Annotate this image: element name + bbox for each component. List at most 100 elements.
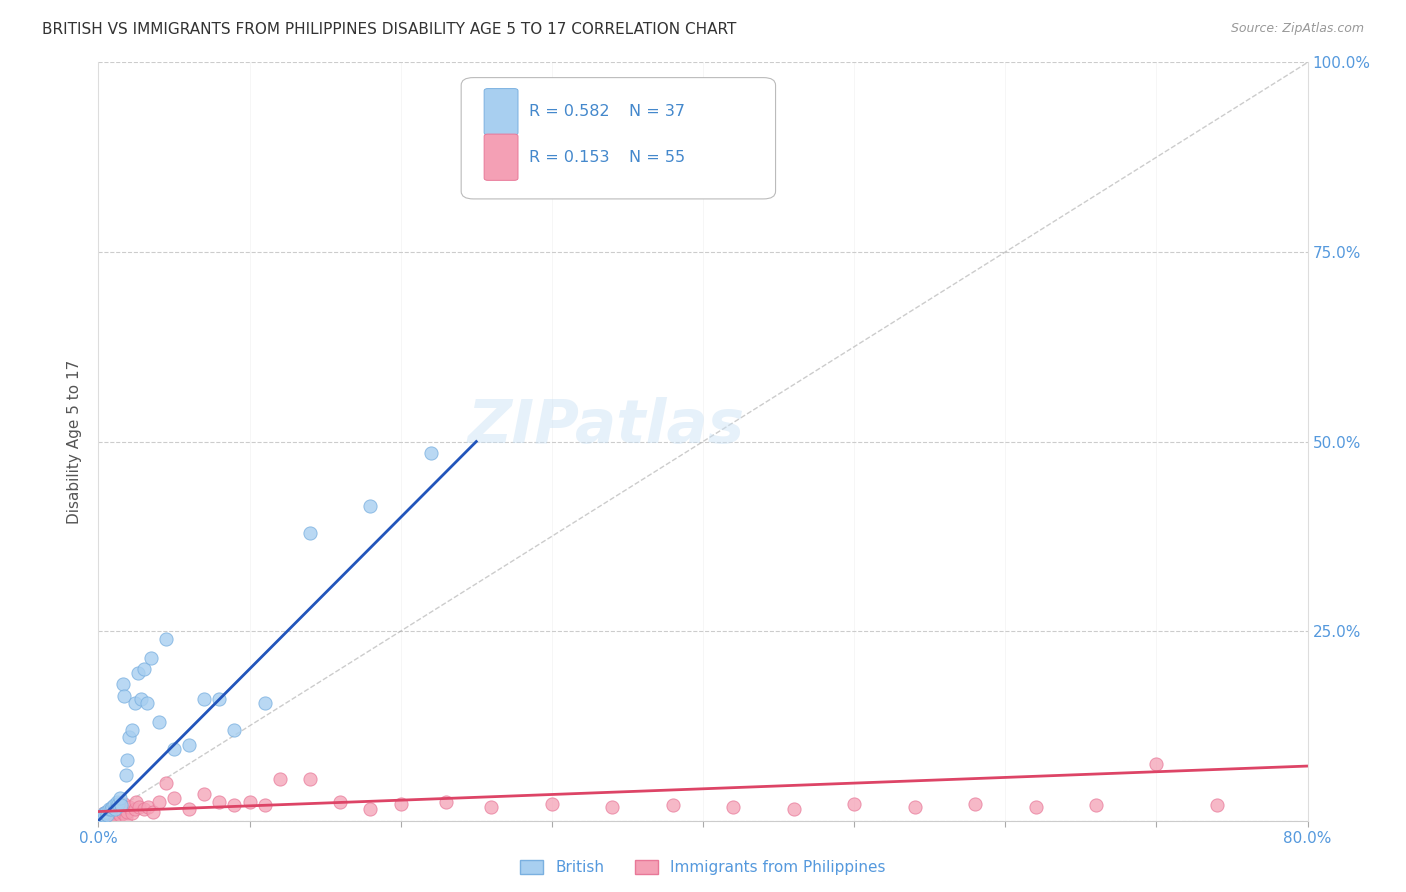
Point bbox=[661, 798, 683, 813]
Point bbox=[179, 802, 201, 816]
Point bbox=[904, 800, 927, 814]
Point bbox=[127, 665, 149, 680]
Point bbox=[103, 798, 125, 813]
Point bbox=[193, 787, 215, 801]
Point bbox=[360, 802, 382, 816]
Point bbox=[118, 730, 141, 744]
Point bbox=[111, 806, 134, 821]
Point bbox=[148, 715, 170, 730]
Point bbox=[155, 632, 177, 646]
Point bbox=[124, 696, 146, 710]
Point bbox=[148, 795, 170, 809]
Point bbox=[602, 800, 624, 814]
Point bbox=[1144, 756, 1167, 771]
Point bbox=[121, 723, 143, 737]
Point bbox=[783, 802, 806, 816]
Point bbox=[103, 806, 125, 821]
Point bbox=[163, 791, 186, 805]
Point bbox=[360, 499, 382, 513]
Point bbox=[163, 741, 186, 756]
Point bbox=[965, 797, 987, 811]
Point bbox=[91, 811, 114, 825]
Point bbox=[128, 800, 150, 814]
Point bbox=[110, 798, 132, 813]
Point bbox=[93, 806, 115, 821]
Point bbox=[118, 800, 141, 814]
Point bbox=[91, 807, 114, 822]
Point bbox=[108, 791, 131, 805]
Point bbox=[105, 805, 128, 819]
Point bbox=[110, 802, 132, 816]
Point bbox=[107, 797, 129, 811]
Point bbox=[105, 795, 128, 809]
Point bbox=[89, 810, 111, 824]
Point bbox=[132, 662, 155, 676]
Legend: British, Immigrants from Philippines: British, Immigrants from Philippines bbox=[515, 854, 891, 881]
Point bbox=[329, 795, 352, 809]
Point bbox=[100, 802, 122, 816]
Text: R = 0.153: R = 0.153 bbox=[529, 150, 609, 165]
Point bbox=[723, 800, 745, 814]
Point bbox=[844, 797, 866, 811]
Point bbox=[155, 776, 177, 790]
Point bbox=[1206, 798, 1229, 813]
Point bbox=[96, 805, 118, 819]
Y-axis label: Disability Age 5 to 17: Disability Age 5 to 17 bbox=[67, 359, 83, 524]
Point bbox=[224, 723, 246, 737]
Point bbox=[124, 802, 146, 816]
Point bbox=[253, 798, 276, 813]
Point bbox=[121, 806, 143, 821]
Point bbox=[114, 810, 136, 824]
Point bbox=[224, 798, 246, 813]
Point bbox=[115, 805, 138, 819]
Point bbox=[434, 795, 457, 809]
Point bbox=[132, 802, 155, 816]
Point bbox=[107, 800, 129, 814]
Point bbox=[1024, 800, 1046, 814]
Point bbox=[208, 795, 231, 809]
Point bbox=[112, 797, 135, 811]
Point bbox=[94, 809, 117, 823]
Point bbox=[93, 806, 115, 821]
Point bbox=[112, 689, 135, 703]
Point bbox=[90, 810, 112, 824]
Point bbox=[108, 807, 131, 822]
Point bbox=[90, 807, 112, 822]
Point bbox=[253, 696, 276, 710]
Text: Source: ZipAtlas.com: Source: ZipAtlas.com bbox=[1230, 22, 1364, 36]
Text: N = 37: N = 37 bbox=[630, 104, 685, 120]
Point bbox=[125, 795, 148, 809]
Point bbox=[135, 696, 157, 710]
Point bbox=[420, 446, 443, 460]
Point bbox=[129, 692, 152, 706]
Point bbox=[136, 800, 159, 814]
Point bbox=[142, 805, 165, 819]
Text: N = 55: N = 55 bbox=[630, 150, 685, 165]
Point bbox=[94, 805, 117, 819]
Text: BRITISH VS IMMIGRANTS FROM PHILIPPINES DISABILITY AGE 5 TO 17 CORRELATION CHART: BRITISH VS IMMIGRANTS FROM PHILIPPINES D… bbox=[42, 22, 737, 37]
Point bbox=[540, 797, 562, 811]
Point bbox=[104, 802, 127, 816]
Point bbox=[100, 802, 122, 816]
Point bbox=[115, 753, 138, 767]
Point bbox=[111, 677, 134, 691]
Point bbox=[1085, 798, 1108, 813]
Point bbox=[98, 802, 121, 816]
Point bbox=[193, 692, 215, 706]
Point bbox=[389, 797, 412, 811]
Point bbox=[96, 807, 118, 822]
Point bbox=[269, 772, 291, 786]
Point bbox=[141, 650, 163, 665]
Point bbox=[179, 738, 201, 752]
Text: R = 0.582: R = 0.582 bbox=[529, 104, 610, 120]
Point bbox=[208, 692, 231, 706]
Point bbox=[114, 768, 136, 782]
Text: ZIPatlas: ZIPatlas bbox=[468, 397, 745, 456]
Point bbox=[481, 800, 503, 814]
Point bbox=[104, 810, 127, 824]
FancyBboxPatch shape bbox=[484, 134, 517, 180]
Point bbox=[101, 800, 124, 814]
Point bbox=[239, 795, 262, 809]
Point bbox=[98, 808, 121, 822]
Point bbox=[299, 525, 322, 540]
